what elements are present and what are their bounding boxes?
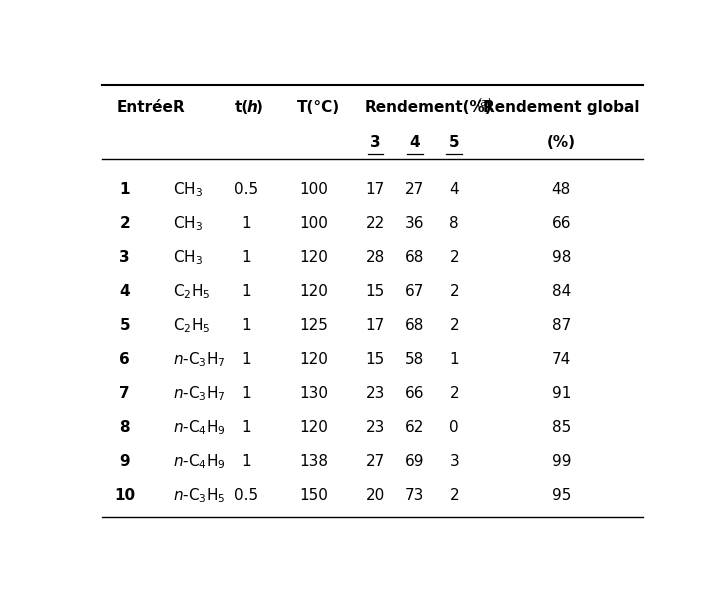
Text: 120: 120 xyxy=(299,421,328,435)
Text: 100: 100 xyxy=(299,182,328,197)
Text: 15: 15 xyxy=(366,284,385,299)
Text: R: R xyxy=(172,99,185,115)
Text: 48: 48 xyxy=(552,182,571,197)
Text: 85: 85 xyxy=(552,421,571,435)
Text: C$_2$H$_5$: C$_2$H$_5$ xyxy=(172,316,210,335)
Text: CH$_3$: CH$_3$ xyxy=(172,214,203,233)
Text: 120: 120 xyxy=(299,352,328,367)
Text: 125: 125 xyxy=(299,318,328,333)
Text: (a): (a) xyxy=(475,97,491,107)
Text: 95: 95 xyxy=(552,488,571,503)
Text: 2: 2 xyxy=(449,284,459,299)
Text: 0.5: 0.5 xyxy=(234,488,258,503)
Text: 2: 2 xyxy=(449,488,459,503)
Text: 3: 3 xyxy=(370,135,381,150)
Text: 17: 17 xyxy=(366,182,385,197)
Text: 2: 2 xyxy=(449,250,459,265)
Text: 10: 10 xyxy=(114,488,135,503)
Text: ): ) xyxy=(256,99,263,115)
Text: 1: 1 xyxy=(241,284,251,299)
Text: 87: 87 xyxy=(552,318,571,333)
Text: Entrée: Entrée xyxy=(116,99,173,115)
Text: 20: 20 xyxy=(366,488,385,503)
Text: 0.5: 0.5 xyxy=(234,182,258,197)
Text: 1: 1 xyxy=(241,352,251,367)
Text: $n$-C$_3$H$_7$: $n$-C$_3$H$_7$ xyxy=(172,351,225,369)
Text: 28: 28 xyxy=(366,250,385,265)
Text: 66: 66 xyxy=(552,216,571,231)
Text: h: h xyxy=(247,99,258,115)
Text: 130: 130 xyxy=(299,386,328,402)
Text: CH$_3$: CH$_3$ xyxy=(172,248,203,267)
Text: 6: 6 xyxy=(119,352,130,367)
Text: 4: 4 xyxy=(119,284,130,299)
Text: 68: 68 xyxy=(405,318,425,333)
Text: 9: 9 xyxy=(119,454,130,469)
Text: 8: 8 xyxy=(449,216,459,231)
Text: 27: 27 xyxy=(366,454,385,469)
Text: 68: 68 xyxy=(405,250,425,265)
Text: 99: 99 xyxy=(552,454,571,469)
Text: 1: 1 xyxy=(241,454,251,469)
Text: Rendement(%): Rendement(%) xyxy=(365,99,493,115)
Text: 5: 5 xyxy=(119,318,130,333)
Text: 1: 1 xyxy=(241,386,251,402)
Text: 23: 23 xyxy=(366,386,385,402)
Text: 62: 62 xyxy=(405,421,425,435)
Text: 58: 58 xyxy=(405,352,425,367)
Text: $n$-C$_3$H$_5$: $n$-C$_3$H$_5$ xyxy=(172,486,225,505)
Text: 27: 27 xyxy=(405,182,425,197)
Text: $n$-C$_4$H$_9$: $n$-C$_4$H$_9$ xyxy=(172,419,225,437)
Text: 3: 3 xyxy=(119,250,130,265)
Text: 150: 150 xyxy=(299,488,328,503)
Text: 69: 69 xyxy=(405,454,425,469)
Text: 67: 67 xyxy=(405,284,425,299)
Text: 15: 15 xyxy=(366,352,385,367)
Text: 7: 7 xyxy=(119,386,130,402)
Text: 91: 91 xyxy=(552,386,571,402)
Text: 74: 74 xyxy=(552,352,571,367)
Text: 2: 2 xyxy=(449,318,459,333)
Text: 100: 100 xyxy=(299,216,328,231)
Text: $n$-C$_3$H$_7$: $n$-C$_3$H$_7$ xyxy=(172,384,225,403)
Text: C$_2$H$_5$: C$_2$H$_5$ xyxy=(172,282,210,301)
Text: 120: 120 xyxy=(299,284,328,299)
Text: 1: 1 xyxy=(119,182,130,197)
Text: t(: t( xyxy=(235,99,249,115)
Text: 1: 1 xyxy=(241,421,251,435)
Text: 2: 2 xyxy=(119,216,130,231)
Text: 17: 17 xyxy=(366,318,385,333)
Text: T(°C): T(°C) xyxy=(297,99,340,115)
Text: 1: 1 xyxy=(449,352,459,367)
Text: 2: 2 xyxy=(449,386,459,402)
Text: 98: 98 xyxy=(552,250,571,265)
Text: 4: 4 xyxy=(409,135,420,150)
Text: 1: 1 xyxy=(241,250,251,265)
Text: 5: 5 xyxy=(449,135,459,150)
Text: 4: 4 xyxy=(449,182,459,197)
Text: (%): (%) xyxy=(547,135,576,150)
Text: Rendement global: Rendement global xyxy=(483,99,640,115)
Text: 0: 0 xyxy=(449,421,459,435)
Text: 8: 8 xyxy=(119,421,130,435)
Text: 84: 84 xyxy=(552,284,571,299)
Text: $n$-C$_4$H$_9$: $n$-C$_4$H$_9$ xyxy=(172,453,225,471)
Text: 66: 66 xyxy=(405,386,425,402)
Text: 1: 1 xyxy=(241,318,251,333)
Text: 3: 3 xyxy=(449,454,459,469)
Text: 36: 36 xyxy=(405,216,425,231)
Text: 22: 22 xyxy=(366,216,385,231)
Text: 23: 23 xyxy=(366,421,385,435)
Text: 1: 1 xyxy=(241,216,251,231)
Text: 120: 120 xyxy=(299,250,328,265)
Text: CH$_3$: CH$_3$ xyxy=(172,180,203,199)
Text: 138: 138 xyxy=(299,454,328,469)
Text: 73: 73 xyxy=(405,488,425,503)
